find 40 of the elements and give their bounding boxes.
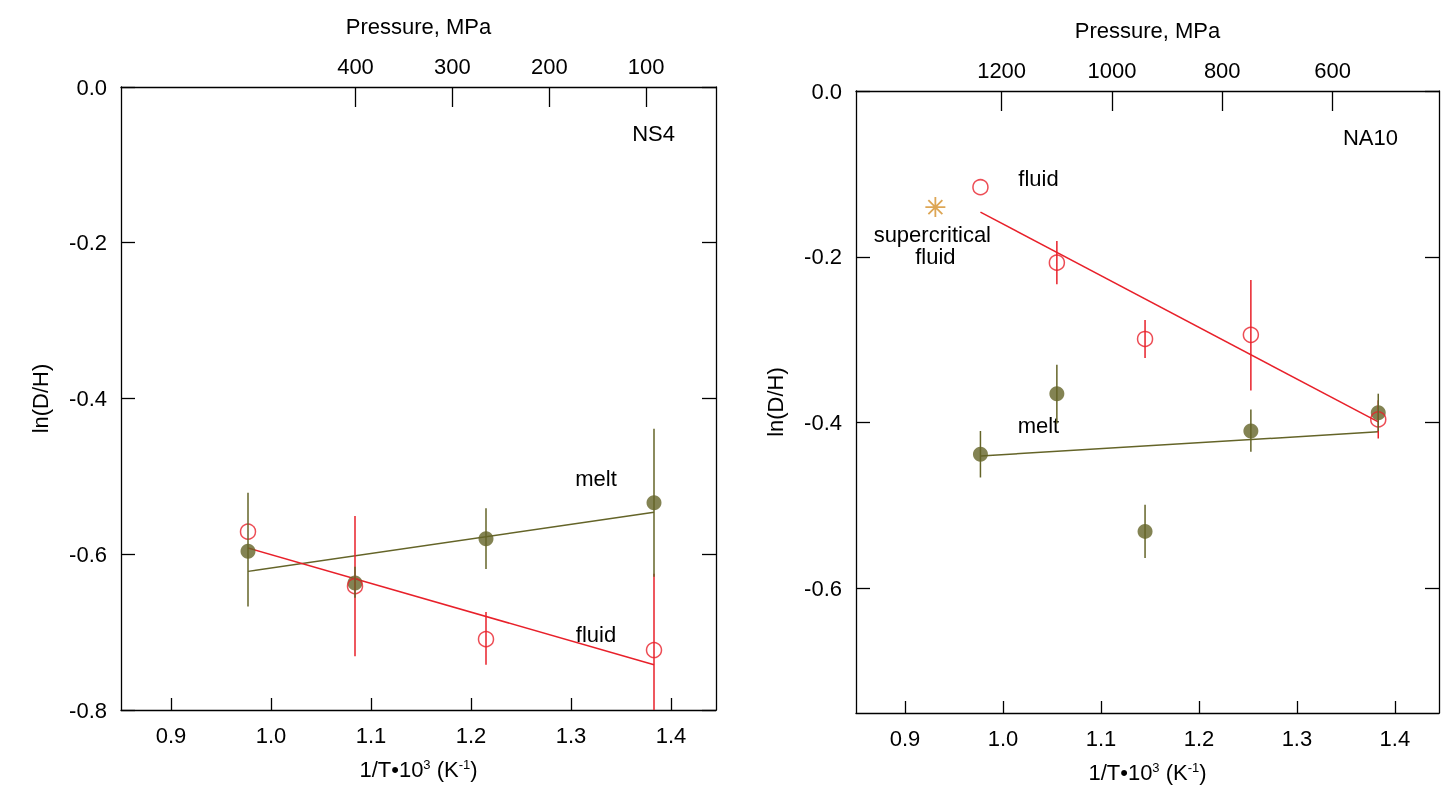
x2-tick-label: 1200 [977, 57, 1027, 83]
x2-axis-title: Pressure, MPa [345, 13, 493, 39]
x-tick-label: 1.1 [355, 722, 387, 748]
x-tick-label: 1.0 [987, 725, 1019, 751]
x-tick-label: 1.0 [255, 722, 287, 748]
y-tick-label: -0.2 [69, 230, 107, 256]
x-tick-label: 0.9 [155, 722, 187, 748]
series-label: melt [1017, 413, 1060, 439]
series-label: fluid [575, 622, 617, 648]
x2-tick-label: 300 [434, 53, 471, 79]
y-axis-title: ln(D/H) [762, 367, 788, 437]
y-tick-label: -0.6 [804, 576, 842, 602]
series-label: melt [575, 465, 617, 491]
text: NS4 [632, 120, 675, 146]
x2-tick-label: 800 [1203, 57, 1241, 83]
y-tick-label: 0.0 [76, 74, 107, 100]
x2-tick-label: 600 [1314, 57, 1351, 83]
x-tick-label: 1.3 [555, 722, 587, 748]
x-tick-label: 1.2 [1183, 725, 1215, 751]
x2-axis-title: Pressure, MPa [1074, 17, 1222, 43]
y-tick-label: -0.4 [804, 410, 842, 436]
annotation: supercritical fluid [873, 221, 998, 269]
series-label: fluid [1018, 165, 1059, 191]
x-tick-label: 1.3 [1281, 725, 1313, 751]
x2-tick-label: 1000 [1087, 57, 1137, 83]
x-tick-label: 1.1 [1085, 725, 1117, 751]
y-tick-label: -0.8 [69, 697, 107, 723]
x2-tick-label: 200 [530, 53, 568, 79]
x2-tick-label: 400 [337, 53, 374, 79]
x-tick-label: 1.4 [655, 722, 687, 748]
x-tick-label: 0.9 [889, 725, 921, 751]
y-tick-label: -0.2 [804, 244, 842, 270]
y-tick-label: -0.6 [69, 541, 107, 567]
y-axis-title: ln(D/H) [27, 363, 53, 434]
x-tick-label: 1.2 [455, 722, 487, 748]
x2-tick-label: 100 [627, 53, 665, 79]
text: NA10 [1342, 124, 1399, 150]
y-tick-label: 0.0 [811, 78, 842, 104]
y-tick-label: -0.4 [69, 386, 107, 411]
x-tick-label: 1.4 [1379, 725, 1411, 751]
